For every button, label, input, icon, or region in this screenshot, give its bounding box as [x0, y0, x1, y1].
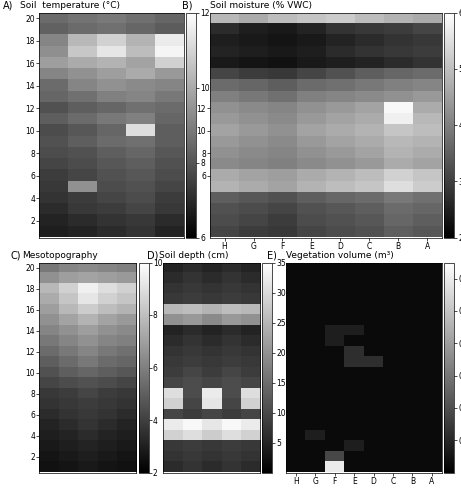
Text: E): E) — [267, 250, 278, 260]
Text: Soil moisture (% VWC): Soil moisture (% VWC) — [210, 1, 312, 10]
Text: Mesotopography: Mesotopography — [22, 252, 97, 260]
Text: Soil depth (cm): Soil depth (cm) — [159, 252, 228, 260]
Text: C): C) — [10, 250, 21, 260]
Text: Vegetation volume (m³): Vegetation volume (m³) — [286, 252, 394, 260]
Text: B): B) — [183, 0, 193, 10]
Text: D): D) — [147, 250, 159, 260]
Text: A): A) — [3, 0, 13, 10]
Text: Soil  temperature (°C): Soil temperature (°C) — [20, 1, 120, 10]
